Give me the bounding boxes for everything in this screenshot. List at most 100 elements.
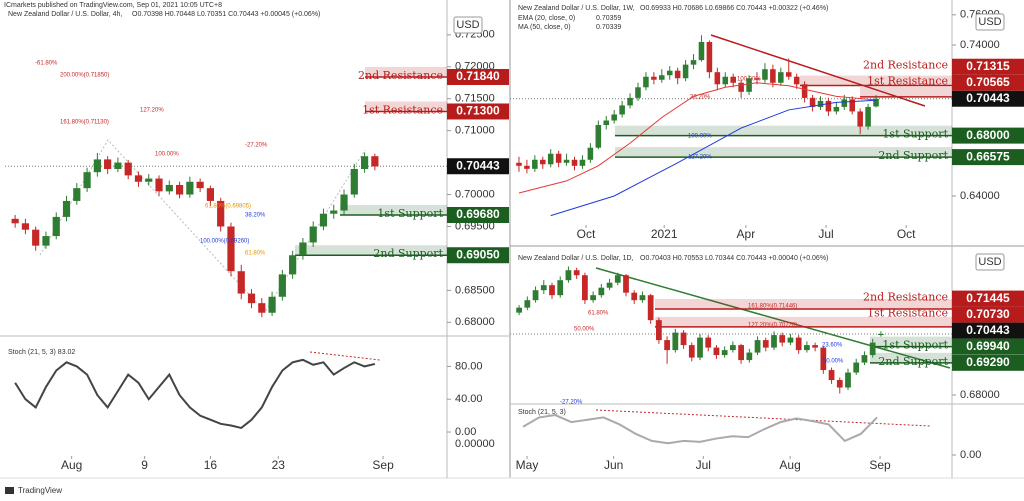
price-label: 0.71300 <box>456 104 500 118</box>
candle-body <box>289 255 297 275</box>
candle-body <box>631 292 638 301</box>
level-name: 1st Resistance <box>867 307 948 320</box>
fib-label: 61.80%(0.69805) <box>205 204 251 210</box>
candle-body <box>606 282 613 288</box>
y-tick-label: 0.70000 <box>455 188 495 200</box>
candle-body <box>547 153 554 165</box>
trend-line <box>595 267 951 369</box>
price-label-box <box>447 247 509 264</box>
x-tick-label: May <box>516 458 539 472</box>
x-tick-label: 16 <box>204 458 218 472</box>
candle-body <box>52 216 60 237</box>
price-label-box <box>952 149 1024 166</box>
candle-body <box>227 226 235 272</box>
candle-body <box>614 275 621 283</box>
trend-line <box>710 34 926 107</box>
indicator-line <box>518 82 877 194</box>
candle-body <box>540 285 547 291</box>
candle-body <box>330 210 338 214</box>
price-label: 0.69050 <box>456 247 500 261</box>
candle-body <box>247 293 256 304</box>
candle-body <box>659 75 665 80</box>
candle-body <box>590 295 596 301</box>
price-label: 0.70730 <box>966 307 1010 321</box>
level-name: 2nd Resistance <box>358 69 443 82</box>
fib-label: 100.00% <box>688 134 712 140</box>
candle-body <box>524 165 530 169</box>
level-name: 1st Support <box>882 128 948 141</box>
candle-body <box>532 159 538 169</box>
candle-body <box>603 120 610 126</box>
candle-body <box>754 340 761 353</box>
candle-body <box>664 340 670 351</box>
candle-body <box>124 162 132 176</box>
price-label: 0.69680 <box>456 207 500 221</box>
candle-body <box>557 280 564 296</box>
price-label-box <box>952 338 1024 355</box>
ohlc-readout: O0.70403 H0.70553 L0.70344 C0.70443 +0.0… <box>640 255 828 262</box>
level-name: 2nd Support <box>878 149 948 162</box>
level-zone <box>860 86 952 97</box>
candle-body <box>21 223 30 230</box>
candle-body <box>145 178 153 182</box>
level-name: 1st Resistance <box>867 75 948 88</box>
candle-body <box>83 172 91 189</box>
price-label: 0.71840 <box>456 69 500 83</box>
candle-body <box>647 295 654 321</box>
fib-label: 200.00%(0.71850) <box>60 73 109 79</box>
level-name: 2nd Support <box>878 355 948 368</box>
price-label: 0.68000 <box>966 128 1010 142</box>
x-tick-label: Jun <box>604 458 623 472</box>
x-tick-label: Aug <box>61 458 82 472</box>
currency: USD <box>978 256 1001 268</box>
price-label-box <box>952 74 1024 91</box>
candle-body <box>746 78 752 92</box>
candle-body <box>62 200 71 217</box>
fib-label: 61.80% <box>245 251 266 257</box>
candle-body <box>104 159 112 169</box>
candle-body <box>785 72 792 77</box>
fib-label: 38.20% <box>690 95 711 101</box>
logo-mark <box>5 487 14 494</box>
x-tick-label: 9 <box>141 458 148 472</box>
x-tick-label: Oct <box>897 227 916 241</box>
candle-body <box>656 320 662 341</box>
candle-body <box>793 76 800 85</box>
candle-body <box>804 345 810 351</box>
footer: TradingView <box>18 486 62 495</box>
fib-label: 127.20% <box>688 155 712 161</box>
candle-body <box>714 72 721 85</box>
price-label-box <box>447 158 509 175</box>
price-label: 0.70565 <box>966 75 1010 89</box>
x-tick-label: Sep <box>372 458 394 472</box>
candle-body <box>42 236 50 246</box>
level-zone <box>340 204 447 215</box>
fib-label: 161.80%(0.71446) <box>748 304 797 310</box>
candle-body <box>690 60 697 65</box>
candle-body <box>841 99 848 107</box>
candle-body <box>623 275 629 293</box>
candle-body <box>237 271 245 294</box>
candle-body <box>651 76 657 80</box>
axis-label: 0.00000 <box>455 438 495 450</box>
candle-body <box>114 162 122 169</box>
candle-body <box>697 337 703 358</box>
fib-label: -27.20% <box>560 400 583 406</box>
candle-body <box>643 76 649 88</box>
candle-body <box>836 380 843 388</box>
candle-body <box>787 337 794 343</box>
candle-body <box>706 42 713 73</box>
candle-body <box>563 159 570 163</box>
stoch-line <box>522 414 878 445</box>
level-zone <box>615 147 952 158</box>
candle-body <box>666 70 673 76</box>
candle-body <box>672 332 679 351</box>
level-zone <box>365 101 447 112</box>
candle-body <box>746 352 753 361</box>
level-name: 2nd Resistance <box>863 291 948 304</box>
level-zone <box>655 299 952 310</box>
y-tick-label: 0.68500 <box>455 284 495 296</box>
candle-body <box>730 76 736 83</box>
x-tick-label: Oct <box>577 227 596 241</box>
fib-label: 61.80% <box>588 311 609 317</box>
